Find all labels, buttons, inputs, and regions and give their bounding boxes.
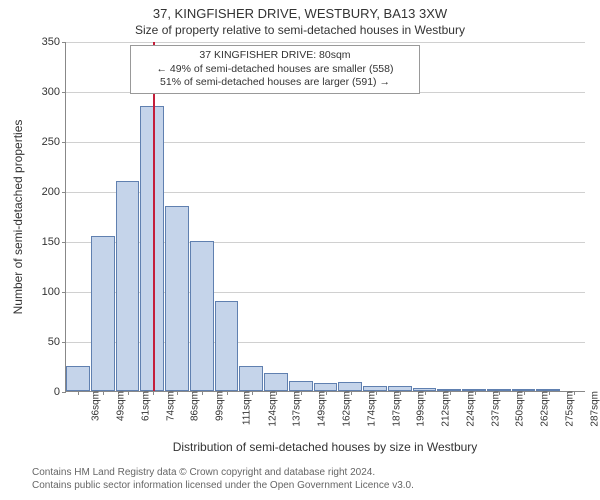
footer-line-2: Contains public sector information licen… xyxy=(32,479,414,492)
xtick-mark xyxy=(351,391,352,395)
xtick-label: 74sqm xyxy=(159,391,176,421)
info-line-smaller: ← 49% of semi-detached houses are smalle… xyxy=(139,63,411,77)
xtick-mark xyxy=(78,391,79,395)
xtick-mark xyxy=(103,391,104,395)
attribution-footer: Contains HM Land Registry data © Crown c… xyxy=(32,466,414,492)
histogram-bar xyxy=(239,366,263,391)
xtick-label: 99sqm xyxy=(209,391,226,421)
xtick-mark xyxy=(202,391,203,395)
ytick-label: 100 xyxy=(42,286,66,298)
xtick-mark xyxy=(326,391,327,395)
xtick-label: 149sqm xyxy=(311,391,328,427)
xtick-mark xyxy=(425,391,426,395)
xtick-mark xyxy=(450,391,451,395)
xtick-label: 111sqm xyxy=(235,391,252,425)
xtick-label: 162sqm xyxy=(335,391,352,427)
xtick-label: 86sqm xyxy=(184,391,201,421)
xtick-mark xyxy=(376,391,377,395)
info-line-property: 37 KINGFISHER DRIVE: 80sqm xyxy=(139,49,411,63)
xtick-label: 137sqm xyxy=(286,391,303,427)
gridline xyxy=(66,42,585,43)
xtick-mark xyxy=(177,391,178,395)
xtick-label: 237sqm xyxy=(484,391,501,427)
xtick-mark xyxy=(252,391,253,395)
ytick-label: 150 xyxy=(42,236,66,248)
xtick-label: 49sqm xyxy=(110,391,127,421)
histogram-bar xyxy=(264,373,288,391)
xtick-mark xyxy=(301,391,302,395)
ytick-label: 350 xyxy=(42,36,66,48)
xtick-mark xyxy=(128,391,129,395)
xtick-label: 36sqm xyxy=(85,391,102,421)
xtick-label: 187sqm xyxy=(385,391,402,427)
histogram-bar xyxy=(116,181,140,391)
xtick-label: 224sqm xyxy=(459,391,476,427)
xtick-label: 275sqm xyxy=(558,391,575,427)
xtick-label: 250sqm xyxy=(509,391,526,427)
histogram-bar xyxy=(314,383,338,391)
ytick-label: 50 xyxy=(48,336,66,348)
xtick-label: 174sqm xyxy=(360,391,377,427)
xtick-mark xyxy=(574,391,575,395)
histogram-bar xyxy=(91,236,115,391)
xtick-mark xyxy=(499,391,500,395)
ytick-label: 200 xyxy=(42,186,66,198)
info-line-larger: 51% of semi-detached houses are larger (… xyxy=(139,76,411,90)
xtick-label: 124sqm xyxy=(261,391,278,427)
xtick-mark xyxy=(276,391,277,395)
property-size-chart: { "title": "37, KINGFISHER DRIVE, WESTBU… xyxy=(0,0,600,500)
histogram-bar xyxy=(215,301,239,391)
ytick-label: 250 xyxy=(42,136,66,148)
xtick-label: 61sqm xyxy=(134,391,151,421)
xtick-mark xyxy=(227,391,228,395)
x-axis-label: Distribution of semi-detached houses by … xyxy=(65,440,585,454)
xtick-label: 287sqm xyxy=(583,391,600,427)
ytick-label: 300 xyxy=(42,86,66,98)
xtick-label: 262sqm xyxy=(533,391,550,427)
reference-line xyxy=(153,42,155,391)
ytick-label: 0 xyxy=(54,386,66,398)
xtick-mark xyxy=(475,391,476,395)
footer-line-1: Contains HM Land Registry data © Crown c… xyxy=(32,466,414,479)
histogram-bar xyxy=(165,206,189,391)
histogram-bar xyxy=(338,382,362,391)
property-info-box: 37 KINGFISHER DRIVE: 80sqm ← 49% of semi… xyxy=(130,45,420,94)
xtick-mark xyxy=(400,391,401,395)
xtick-mark xyxy=(524,391,525,395)
xtick-label: 199sqm xyxy=(410,391,427,427)
histogram-bar xyxy=(190,241,214,391)
xtick-mark xyxy=(549,391,550,395)
y-axis-label: Number of semi-detached properties xyxy=(11,120,25,315)
histogram-bar xyxy=(66,366,90,391)
chart-subtitle: Size of property relative to semi-detach… xyxy=(0,21,600,37)
plot-area: 05010015020025030035036sqm49sqm61sqm74sq… xyxy=(65,42,585,392)
xtick-label: 212sqm xyxy=(434,391,451,427)
chart-title: 37, KINGFISHER DRIVE, WESTBURY, BA13 3XW xyxy=(0,0,600,21)
xtick-mark xyxy=(153,391,154,395)
histogram-bar xyxy=(289,381,313,391)
